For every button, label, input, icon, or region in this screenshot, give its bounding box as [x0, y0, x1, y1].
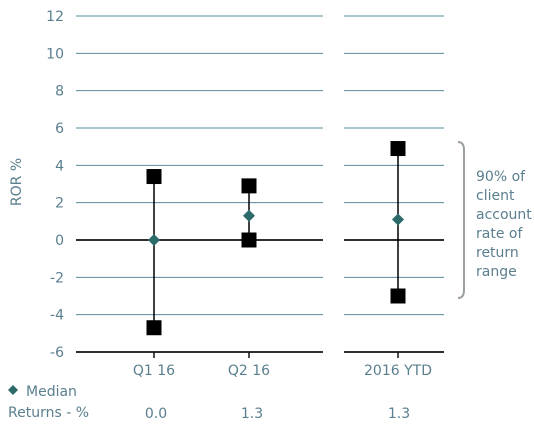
- y-tick-label: 10: [46, 46, 64, 62]
- high-marker: [146, 169, 162, 185]
- legend-value: 1.3: [241, 406, 263, 422]
- x-tick-label: 2016 YTD: [364, 363, 432, 379]
- y-tick-label: 8: [55, 84, 64, 100]
- annotation-line-1: 90% of: [476, 169, 526, 185]
- high-marker: [241, 178, 257, 194]
- y-tick-label: 2: [55, 196, 64, 212]
- low-marker: [390, 288, 406, 304]
- x-tick-labels: Q1 16 Q2 16 2016 YTD: [133, 363, 432, 379]
- y-tick-label: 6: [55, 121, 64, 137]
- low-marker: [241, 232, 257, 248]
- annotation-line-6: range: [476, 264, 517, 280]
- y-tick-label: -6: [50, 345, 64, 361]
- y-tick-labels: 12 10 8 6 4 2 0 -2 -4 -6: [46, 9, 64, 361]
- annotation-line-2: client: [476, 188, 515, 204]
- annotation-bracket: [457, 141, 465, 299]
- median-marker: [392, 213, 404, 226]
- legend: Median Returns - % 0.0 1.3 1.3: [8, 384, 410, 422]
- legend-diamond-marker: [8, 385, 18, 395]
- annotation-line-4: rate of: [476, 226, 523, 242]
- annotation-line-3: account: [476, 207, 532, 223]
- y-tick-label: 12: [46, 9, 64, 25]
- y-axis-label: ROR %: [9, 158, 25, 206]
- y-tick-label: 4: [55, 158, 64, 174]
- legend-value: 1.3: [388, 406, 410, 422]
- y-tick-label: -2: [50, 270, 64, 286]
- range-annotation: 90% of client account rate of return ran…: [457, 141, 532, 299]
- high-marker: [390, 141, 406, 157]
- x-tick-label: Q1 16: [133, 363, 175, 379]
- legend-value: 0.0: [145, 406, 167, 422]
- y-tick-label: 0: [55, 233, 64, 249]
- x-tick-label: Q2 16: [228, 363, 270, 379]
- y-tick-label: -4: [50, 308, 64, 324]
- legend-line-1: Median: [26, 384, 77, 400]
- median-marker: [243, 209, 255, 222]
- median-marker: [148, 234, 160, 246]
- gridlines: [76, 15, 444, 358]
- series-range: [146, 141, 406, 336]
- legend-line-2: Returns - %: [8, 405, 89, 421]
- annotation-line-5: return: [476, 245, 519, 261]
- low-marker: [146, 320, 162, 336]
